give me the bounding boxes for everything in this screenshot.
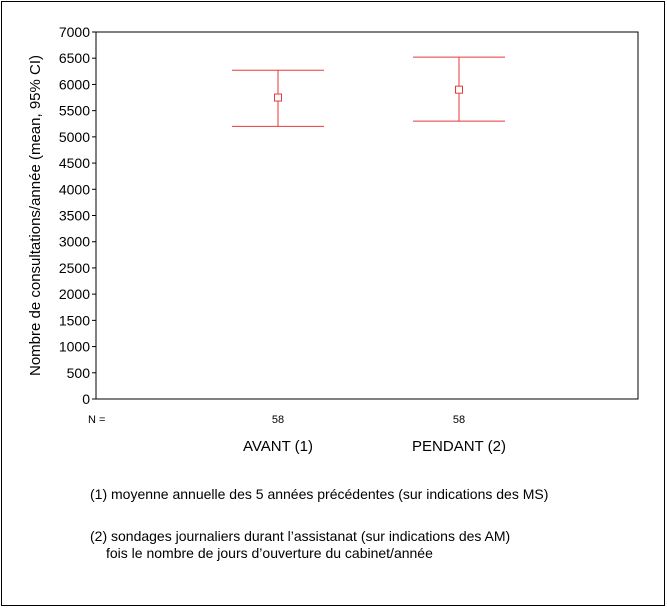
plot-area <box>95 31 639 400</box>
y-axis: 0 500 1000 1500 2000 2500 3000 3500 4000 4500 5000… <box>59 24 96 407</box>
y-tick-label: 6500 <box>59 50 90 66</box>
y-tick-label: 7000 <box>59 24 90 40</box>
y-tick-label: 2500 <box>59 260 90 276</box>
y-tick-label: 5000 <box>59 129 90 145</box>
footnote-2-line2: fois le nombre de jours d’ouverture du c… <box>106 545 433 561</box>
mean-marker <box>274 93 282 102</box>
n-value: 58 <box>453 414 465 426</box>
y-tick-label: 3000 <box>59 234 90 250</box>
y-tick-label: 500 <box>67 365 91 381</box>
category-label: AVANT (1) <box>243 438 313 455</box>
footnote-1: (1) moyenne annuelle des 5 années précéd… <box>90 486 549 502</box>
y-tick-label: 4500 <box>59 155 90 171</box>
mean-marker <box>455 85 463 94</box>
y-tick-label: 0 <box>82 391 90 407</box>
error-bars <box>232 56 505 127</box>
y-tick-label: 1000 <box>59 339 90 355</box>
n-value: 58 <box>272 414 284 426</box>
y-tick-label: 1500 <box>59 312 90 328</box>
y-axis-label: Nombre de consultations/année (mean, 95%… <box>27 55 44 376</box>
y-tick-label: 5500 <box>59 103 90 119</box>
n-label: N = <box>88 414 105 426</box>
y-tick-label: 2000 <box>59 286 90 302</box>
y-tick-label: 6000 <box>59 76 90 92</box>
x-axis-categories: 58 AVANT (1) 58 PENDANT (2) <box>243 414 506 455</box>
y-tick-label: 3500 <box>59 208 90 224</box>
y-tick-label: 4000 <box>59 181 90 197</box>
footnote-2-line1: (2) sondages journaliers durant l’assist… <box>90 528 511 544</box>
category-label: PENDANT (2) <box>412 438 506 455</box>
